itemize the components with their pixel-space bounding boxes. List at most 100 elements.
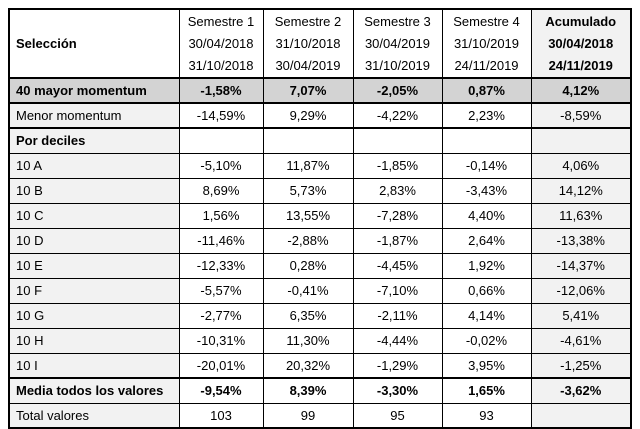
period-start-date: 31/10/2018	[275, 35, 341, 51]
period-start-date: 30/04/2018	[548, 35, 614, 51]
cell: -2,05%	[352, 77, 443, 104]
cell: 1,65%	[441, 377, 532, 404]
cell: -7,28%	[352, 202, 443, 229]
cell: -8,59%	[530, 102, 632, 129]
cell: 13,55%	[262, 202, 354, 229]
table-row: 10 B 8,69% 5,73% 2,83% -3,43% 14,12%	[8, 177, 632, 204]
cell: 9,29%	[262, 102, 354, 129]
header-row: Selección Semestre 1 30/04/2018 31/10/20…	[8, 8, 632, 79]
cell: 4,40%	[441, 202, 532, 229]
header-semestre-3: Semestre 3 30/04/2019 31/10/2019	[352, 8, 443, 79]
cell	[441, 127, 532, 154]
cell: -2,11%	[352, 302, 443, 329]
cell: -14,59%	[178, 102, 264, 129]
table-row: Media todos los valores -9,54% 8,39% -3,…	[8, 377, 632, 404]
header-semestre-2: Semestre 2 31/10/2018 30/04/2019	[262, 8, 354, 79]
cell: 2,64%	[441, 227, 532, 254]
column-label: Acumulado	[545, 13, 617, 29]
cell: 4,12%	[530, 77, 632, 104]
cell: -1,58%	[178, 77, 264, 104]
cell: 0,28%	[262, 252, 354, 279]
cell: 20,32%	[262, 352, 354, 379]
period-end-date: 30/04/2019	[275, 57, 341, 73]
cell: -1,29%	[352, 352, 443, 379]
cell: -12,33%	[178, 252, 264, 279]
cell: -2,88%	[262, 227, 354, 254]
period-end-date: 31/10/2018	[188, 57, 254, 73]
cell: 8,39%	[262, 377, 354, 404]
cell: 0,66%	[441, 277, 532, 304]
cell: -0,02%	[441, 327, 532, 354]
cell: -1,87%	[352, 227, 443, 254]
row-label: 10 E	[8, 252, 180, 279]
cell: 14,12%	[530, 177, 632, 204]
row-label: 10 B	[8, 177, 180, 204]
cell: -13,38%	[530, 227, 632, 254]
cell: 2,23%	[441, 102, 532, 129]
table-row: 10 F -5,57% -0,41% -7,10% 0,66% -12,06%	[8, 277, 632, 304]
cell	[262, 127, 354, 154]
cell: -0,14%	[441, 152, 532, 179]
table-row: 10 A -5,10% 11,87% -1,85% -0,14% 4,06%	[8, 152, 632, 179]
cell: -4,45%	[352, 252, 443, 279]
row-label: 10 G	[8, 302, 180, 329]
cell: 5,41%	[530, 302, 632, 329]
period-start-date: 31/10/2019	[453, 35, 520, 51]
cell: -12,06%	[530, 277, 632, 304]
momentum-results-table: Selección Semestre 1 30/04/2018 31/10/20…	[8, 8, 632, 429]
cell: -4,61%	[530, 327, 632, 354]
period-end-date: 24/11/2019	[454, 57, 519, 73]
cell: -20,01%	[178, 352, 264, 379]
row-label: 10 F	[8, 277, 180, 304]
cell: 1,56%	[178, 202, 264, 229]
cell: -11,46%	[178, 227, 264, 254]
row-label: Media todos los valores	[8, 377, 180, 404]
cell: -0,41%	[262, 277, 354, 304]
table-row: 10 I -20,01% 20,32% -1,29% 3,95% -1,25%	[8, 352, 632, 379]
table-row: 10 D -11,46% -2,88% -1,87% 2,64% -13,38%	[8, 227, 632, 254]
table-row: 10 H -10,31% 11,30% -4,44% -0,02% -4,61%	[8, 327, 632, 354]
table-row: Menor momentum -14,59% 9,29% -4,22% 2,23…	[8, 102, 632, 129]
cell: -2,77%	[178, 302, 264, 329]
cell: 0,87%	[441, 77, 532, 104]
row-label: 10 H	[8, 327, 180, 354]
period-end-date: 24/11/2019	[548, 57, 613, 73]
cell: -9,54%	[178, 377, 264, 404]
cell: 11,87%	[262, 152, 354, 179]
cell	[530, 127, 632, 154]
cell: -14,37%	[530, 252, 632, 279]
period-start-date: 30/04/2019	[364, 35, 431, 51]
cell: -3,62%	[530, 377, 632, 404]
cell: -7,10%	[352, 277, 443, 304]
cell: 95	[352, 402, 443, 429]
row-label: Menor momentum	[8, 102, 180, 129]
table-row: Total valores 103 99 95 93	[8, 402, 632, 429]
cell: -5,57%	[178, 277, 264, 304]
header-seleccion: Selección	[8, 8, 180, 79]
row-label: 10 D	[8, 227, 180, 254]
table-row: 40 mayor momentum -1,58% 7,07% -2,05% 0,…	[8, 77, 632, 104]
cell: 11,63%	[530, 202, 632, 229]
period-start-date: 30/04/2018	[188, 35, 254, 51]
cell: 2,83%	[352, 177, 443, 204]
cell	[352, 127, 443, 154]
cell: 4,14%	[441, 302, 532, 329]
header-semestre-4: Semestre 4 31/10/2019 24/11/2019	[441, 8, 532, 79]
cell: 1,92%	[441, 252, 532, 279]
cell: -1,85%	[352, 152, 443, 179]
cell: 11,30%	[262, 327, 354, 354]
cell	[178, 127, 264, 154]
cell: 3,95%	[441, 352, 532, 379]
row-label: 10 A	[8, 152, 180, 179]
column-label: Semestre 3	[364, 13, 431, 29]
header-acumulado: Acumulado 30/04/2018 24/11/2019	[530, 8, 632, 79]
cell: 7,07%	[262, 77, 354, 104]
period-end-date: 31/10/2019	[364, 57, 431, 73]
cell: -1,25%	[530, 352, 632, 379]
cell: 6,35%	[262, 302, 354, 329]
row-label: 10 I	[8, 352, 180, 379]
cell: -5,10%	[178, 152, 264, 179]
row-label: 40 mayor momentum	[8, 77, 180, 104]
cell: -10,31%	[178, 327, 264, 354]
cell: -3,30%	[352, 377, 443, 404]
